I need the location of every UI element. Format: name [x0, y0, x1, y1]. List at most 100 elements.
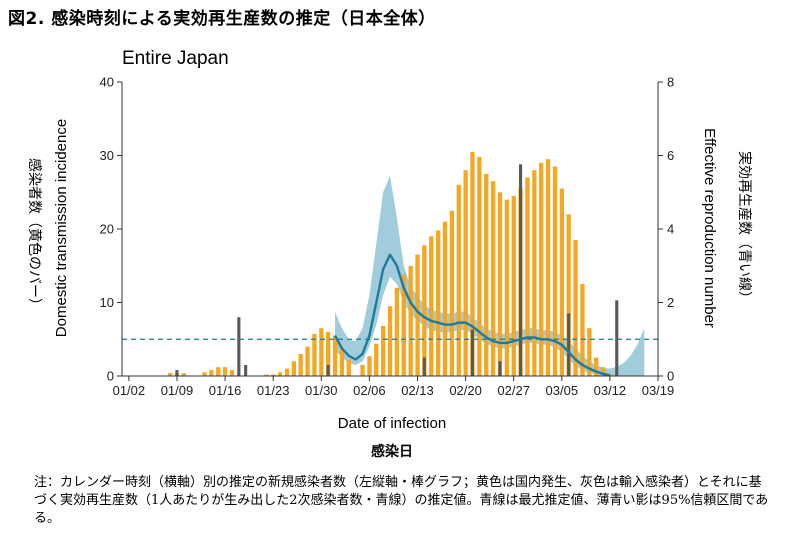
x-tick-label: 01/09: [161, 383, 194, 398]
y-right-tick-label: 2: [667, 295, 674, 310]
y-axis-right-label-jp: 実効再生産数（青い線）: [736, 151, 752, 305]
rt-line-layer: [333, 253, 611, 377]
x-axis-label-jp: 感染日: [371, 443, 413, 460]
bar-domestic: [305, 346, 310, 376]
rt-line: [333, 253, 611, 377]
bar-imported: [422, 357, 426, 376]
bar-domestic: [511, 195, 516, 376]
bar-domestic: [594, 357, 599, 376]
figure-note: 注：カレンダー時刻（横軸）別の推定の新規感染者数（左縦軸・棒グラフ；黄色は国内発…: [34, 475, 769, 526]
bar-imported: [519, 164, 523, 376]
bar-domestic: [545, 159, 551, 376]
y-right-tick-label: 4: [667, 222, 674, 237]
x-tick-label: 02/20: [449, 383, 482, 398]
bar-domestic: [202, 372, 207, 376]
bar-domestic: [408, 265, 413, 377]
x-tick-label: 01/30: [305, 383, 338, 398]
bar-imported: [175, 370, 179, 376]
bar-imported: [567, 313, 571, 376]
bar-domestic: [449, 210, 454, 376]
bar-domestic: [456, 184, 461, 376]
bar-domestic: [484, 173, 489, 376]
bar-domestic: [532, 170, 537, 376]
bar-domestic: [346, 359, 351, 376]
x-tick-label: 03/05: [546, 383, 579, 398]
y-axis-left-label: Domestic transmission incidence: [53, 119, 70, 337]
bar-domestic: [216, 367, 221, 376]
bar-domestic: [497, 192, 503, 377]
x-tick-label: 01/23: [257, 383, 290, 398]
bar-domestic: [442, 221, 448, 376]
bar-domestic: [552, 166, 558, 376]
bar-domestic: [470, 151, 475, 376]
ci-band-layer: [335, 175, 645, 376]
bar-imported: [615, 300, 619, 376]
bar-imported: [244, 365, 248, 376]
x-tick-label: 02/27: [497, 383, 530, 398]
bar-domestic: [168, 373, 173, 376]
bar-layer: [168, 151, 619, 377]
bar-domestic: [181, 373, 186, 376]
bar-domestic: [284, 368, 290, 376]
bar-domestic: [381, 326, 386, 376]
bar-domestic: [415, 254, 420, 376]
tick-layer: 0 10 20 30 40 0 2 4 6 8 01/02 01/09 01/16 01/23 01/30 0…: [100, 75, 675, 399]
bar-domestic: [312, 334, 317, 376]
x-tick-label: 01/02: [113, 383, 146, 398]
bar-domestic: [394, 287, 399, 376]
x-axis-label: Date of infection: [338, 415, 446, 432]
figure-title: 図2. 感染時刻による実効再生産数の推定（日本全体）: [8, 9, 436, 29]
bar-domestic: [229, 370, 235, 376]
bar-domestic: [360, 365, 365, 376]
bar-domestic: [525, 177, 530, 376]
bar-domestic: [539, 162, 544, 376]
bar-domestic: [367, 356, 372, 376]
y-right-tick-label: 6: [667, 148, 674, 163]
bar-domestic: [209, 370, 214, 376]
bar-imported: [498, 361, 502, 376]
y-left-tick-label: 30: [100, 148, 114, 163]
bar-domestic: [429, 236, 434, 376]
bar-domestic: [291, 361, 296, 376]
x-tick-label: 01/16: [209, 383, 242, 398]
y-right-tick-label: 8: [667, 75, 674, 90]
x-tick-label: 02/06: [353, 383, 386, 398]
x-tick-label: 03/12: [594, 383, 627, 398]
bar-domestic: [387, 306, 393, 376]
y-left-tick-label: 10: [100, 295, 114, 310]
bar-domestic: [298, 353, 303, 376]
bar-domestic: [222, 367, 228, 376]
bar-imported: [237, 317, 241, 376]
bar-domestic: [332, 335, 338, 376]
y-axis-left-label-jp: 感染者数（黄色のバー）: [26, 158, 43, 312]
bar-domestic: [573, 240, 578, 376]
bar-domestic: [587, 328, 592, 376]
y-right-tick-label: 0: [667, 369, 674, 384]
x-tick-label: 02/13: [401, 383, 434, 398]
bar-domestic: [264, 374, 269, 376]
y-axis-right-label: Effective reproduction number: [701, 128, 718, 328]
bar-domestic: [436, 230, 441, 376]
bar-domestic: [326, 331, 331, 376]
bar-domestic: [374, 343, 379, 376]
y-left-tick-label: 40: [100, 75, 114, 90]
y-left-tick-label: 20: [100, 222, 114, 237]
x-tick-label: 03/19: [642, 383, 675, 398]
bar-domestic: [401, 274, 406, 376]
bar-domestic: [422, 245, 427, 376]
bar-domestic: [559, 188, 564, 376]
bar-domestic: [477, 157, 482, 376]
ci-band: [335, 175, 645, 376]
bar-domestic: [490, 181, 496, 376]
bar-domestic: [319, 328, 324, 376]
bar-domestic: [566, 214, 571, 376]
bar-domestic: [504, 199, 509, 376]
bar-domestic: [600, 367, 606, 376]
bar-domestic: [580, 284, 585, 376]
chart-title: Entire Japan: [122, 48, 229, 69]
y-left-tick-label: 0: [107, 369, 114, 384]
bar-domestic: [271, 374, 276, 376]
bar-domestic: [463, 170, 468, 376]
bar-domestic: [277, 372, 283, 376]
